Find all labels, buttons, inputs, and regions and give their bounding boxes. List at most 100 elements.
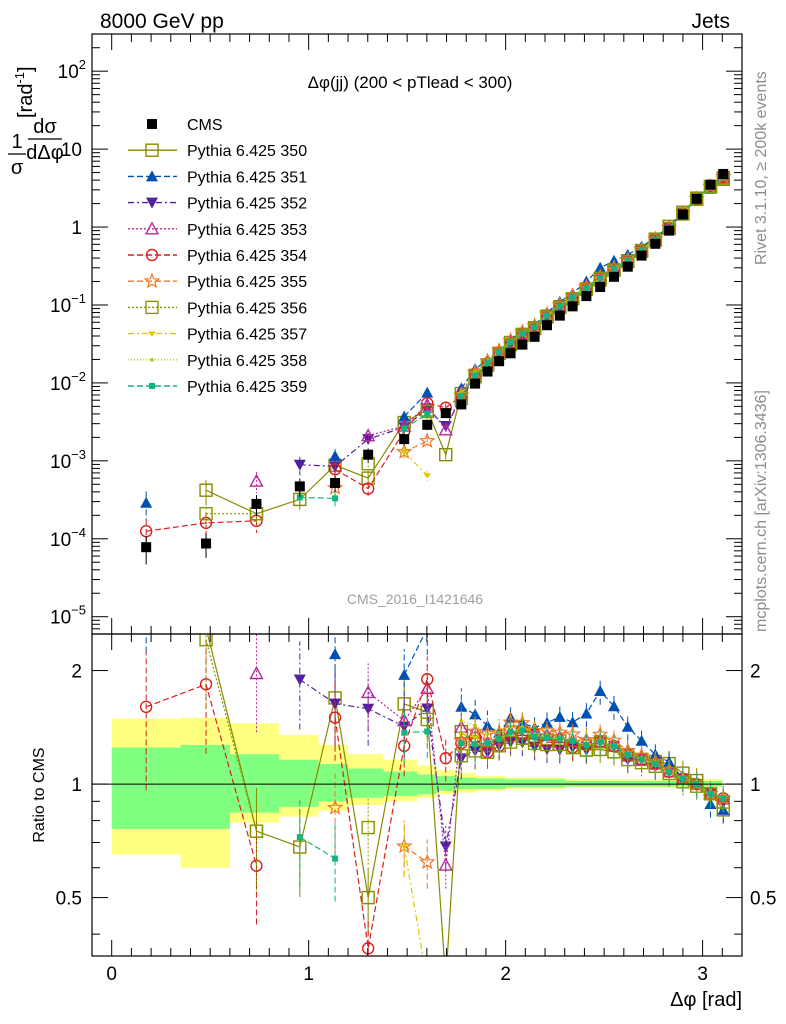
series (296, 173, 727, 508)
legend-entry: Pythia 6.425 350 (128, 143, 307, 160)
legend-label: Pythia 6.425 353 (187, 222, 307, 239)
marker (140, 496, 153, 508)
marker (664, 225, 675, 236)
marker (421, 673, 434, 686)
uncertainty-band (111, 744, 723, 830)
marker (363, 449, 374, 460)
ratio-plot: 0 1 2 3 0.5 0.5 1 1 2 2 (56, 34, 776, 987)
ylabel-dnum: dσ (33, 116, 57, 138)
ratio-y-tick-label-right: 0.5 (750, 889, 776, 910)
side-text-bottom: mcplots.cern.ch [arXiv:1306.3436] (753, 390, 770, 632)
ratio-y-tick-label: 0.5 (56, 889, 82, 910)
marker (330, 477, 341, 488)
marker (652, 760, 659, 767)
marker (146, 197, 158, 209)
series-line (146, 520, 257, 532)
marker (439, 752, 452, 765)
series-line (403, 845, 428, 863)
ratio-series (400, 715, 728, 956)
marker (484, 739, 491, 746)
series-line (299, 836, 336, 860)
series-line (299, 496, 336, 499)
marker (328, 463, 342, 476)
series-line (334, 677, 724, 949)
marker (707, 790, 714, 797)
series-layer (139, 168, 732, 565)
marker (401, 729, 408, 736)
marker (566, 716, 579, 728)
header-right: Jets (691, 10, 730, 33)
marker (424, 728, 431, 735)
marker (691, 193, 702, 204)
y-ticks: 10−5 10−4 10−3 10−2 10−1 1 10 102 (50, 33, 742, 635)
marker (296, 834, 303, 841)
marker (147, 119, 157, 129)
marker (438, 422, 453, 436)
marker (199, 506, 213, 521)
marker (422, 419, 433, 430)
marker (718, 168, 729, 179)
marker (294, 481, 305, 492)
legend-label: Pythia 6.425 350 (187, 143, 307, 160)
legend-entry: CMS (147, 117, 223, 134)
x-ticks: 0 1 2 3 (106, 34, 743, 985)
marker (144, 221, 160, 235)
marker (556, 303, 563, 310)
series-line (403, 451, 428, 476)
plot-title: Δφ(jj) (200 < pTlead < 300) (308, 73, 513, 92)
marker (329, 648, 342, 660)
y-tick-label: 10−4 (50, 525, 86, 551)
marker (201, 538, 212, 549)
series-line (461, 690, 724, 811)
marker (689, 192, 704, 207)
marker (494, 356, 505, 367)
marker (595, 282, 606, 293)
y-axis-title: 1 σ dσ dΔφ [rad-1] (8, 66, 64, 179)
legend-label: Pythia 6.425 356 (187, 300, 307, 317)
marker (332, 495, 339, 502)
main-plot: 10−5 10−4 10−3 10−2 10−1 1 10 102 (50, 33, 743, 635)
marker (251, 498, 262, 509)
ylabel-den: σ (11, 157, 24, 179)
ylabel-dden: dΔφ (26, 142, 63, 164)
marker (328, 711, 342, 724)
side-text-top: Rivet 3.1.10, ≥ 200k events (753, 71, 770, 265)
ratio-ylabel: Ratio to CMS (31, 747, 48, 842)
legend-entry: Pythia 6.425 353 (128, 221, 307, 239)
marker (419, 432, 436, 448)
marker (199, 483, 213, 497)
marker (199, 678, 213, 691)
series (249, 169, 731, 494)
marker (470, 378, 481, 389)
marker (199, 634, 213, 647)
marker (362, 434, 375, 446)
ratio-y-tick-label-right: 1 (750, 775, 761, 796)
marker (440, 408, 451, 419)
marker (140, 622, 152, 633)
x-tick-label: 0 (106, 964, 117, 985)
marker (424, 410, 431, 417)
marker (581, 291, 592, 302)
ratio-series-layer (139, 622, 732, 987)
marker (638, 247, 645, 254)
legend-entry: Pythia 6.425 359 (128, 379, 307, 396)
marker (143, 272, 161, 289)
marker (459, 389, 464, 394)
legend-entry: Pythia 6.425 358 (128, 353, 307, 370)
legend-entry: Pythia 6.425 352 (128, 196, 307, 213)
marker (440, 975, 452, 987)
y-tick-label: 10−1 (50, 291, 86, 317)
marker (705, 179, 716, 190)
ratio-y-tick-label-right: 2 (750, 662, 761, 683)
legend-entry: Pythia 6.425 357 (128, 327, 307, 344)
marker (472, 372, 479, 379)
marker (150, 358, 154, 362)
marker (419, 853, 436, 870)
marker (423, 473, 432, 479)
marker (145, 143, 159, 157)
ratio-y-tick-label: 2 (71, 662, 82, 683)
y-tick-label: 1 (71, 218, 82, 239)
y-tick-label: 10−3 (50, 447, 86, 473)
marker (329, 450, 342, 462)
